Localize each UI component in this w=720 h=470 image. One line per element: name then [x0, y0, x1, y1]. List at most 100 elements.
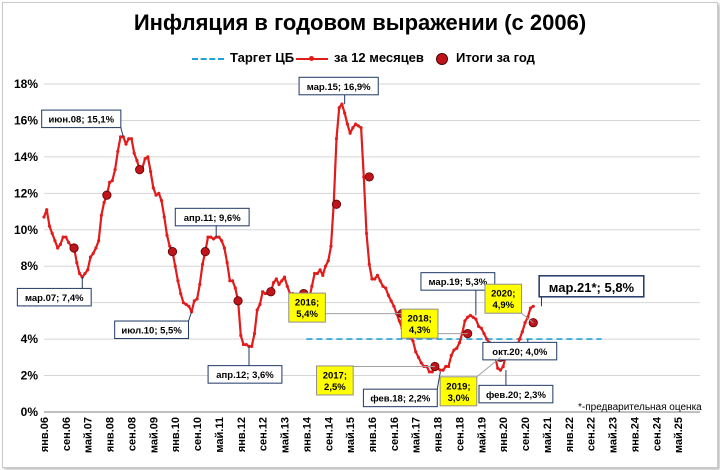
x-tick-label: сен.14: [323, 416, 335, 451]
monthly-point: [45, 208, 49, 212]
monthly-point: [416, 355, 421, 359]
monthly-point: [523, 321, 527, 325]
monthly-point: [323, 264, 328, 268]
callout-pointer: [521, 312, 534, 324]
yearly-point: [135, 165, 145, 175]
monthly-point: [362, 175, 366, 179]
callout-box: [420, 272, 496, 291]
monthly-point: [463, 319, 467, 323]
yearly-point: [200, 247, 210, 257]
y-tick-label: 0%: [21, 405, 39, 419]
y-tick-label: 12%: [14, 186, 38, 200]
monthly-point: [479, 326, 483, 330]
x-tick-label: янв.16: [367, 417, 379, 452]
monthly-point: [384, 286, 388, 290]
monthly-point: [449, 353, 453, 358]
dashed-line-icon: [192, 57, 224, 60]
monthly-point: [151, 186, 155, 190]
monthly-point: [217, 235, 221, 239]
monthly-point: [419, 361, 423, 365]
yearly-point: [102, 190, 112, 200]
x-tick-label: янв.06: [39, 417, 51, 452]
callout-box: [478, 384, 554, 404]
x-tick-label: май.21: [542, 417, 554, 453]
monthly-point: [263, 291, 267, 296]
monthly-point: [351, 126, 355, 130]
line-marker-icon: [296, 55, 328, 61]
monthly-point: [329, 244, 333, 248]
callout-label: 5,4%: [296, 309, 318, 320]
x-tick-label: янв.22: [564, 417, 576, 452]
legend-item-monthly: за 12 месяцев: [296, 50, 424, 65]
monthly-point: [378, 279, 382, 283]
x-tick-label: май.09: [148, 417, 160, 453]
monthly-point: [482, 332, 486, 336]
monthly-point: [528, 306, 533, 310]
monthly-point: [61, 235, 65, 239]
dot-marker-icon: [436, 52, 448, 65]
x-tick-label: май.15: [345, 417, 357, 453]
monthly-point: [200, 262, 205, 266]
monthly-point: [179, 291, 183, 296]
callout-box: [174, 207, 250, 227]
callout-pointer: [188, 311, 193, 322]
monthly-point: [430, 370, 434, 374]
monthly-point: [455, 346, 459, 350]
callout-label: окт.20; 4,0%: [492, 347, 548, 358]
monthly-point: [47, 224, 52, 228]
monthly-point: [252, 332, 257, 336]
monthly-point: [97, 239, 101, 243]
monthly-point: [321, 273, 325, 277]
monthly-point: [444, 364, 448, 369]
monthly-point: [53, 239, 57, 243]
monthly-point: [389, 299, 393, 303]
y-tick-label: 4%: [21, 332, 39, 346]
legend-monthly-label: за 12 месяцев: [334, 50, 424, 65]
yearly-point: [266, 287, 276, 297]
monthly-point: [67, 240, 71, 245]
monthly-point: [233, 286, 237, 290]
legend: Таргет ЦБ за 12 месяцев Итоги за год: [0, 50, 720, 70]
y-tick-label: 10%: [14, 223, 38, 237]
y-tick-label: 14%: [14, 150, 38, 164]
callout-label: 3,0%: [448, 393, 470, 404]
monthly-point: [397, 319, 401, 323]
monthly-point: [315, 271, 319, 276]
monthly-point: [375, 273, 380, 277]
callout-label: фев.18; 2,2%: [370, 394, 431, 405]
monthly-point: [498, 368, 503, 372]
monthly-point: [225, 260, 229, 265]
monthly-point: [239, 333, 243, 338]
callout-box: [538, 275, 645, 298]
monthly-point: [222, 246, 226, 250]
monthly-point: [427, 370, 431, 374]
x-tick-label: сен.12: [258, 417, 270, 451]
callout-label: мар.07; 7,4%: [25, 293, 84, 304]
x-tick-label: янв.20: [498, 417, 510, 452]
x-tick-label: сен.22: [586, 417, 598, 451]
monthly-point: [343, 111, 347, 115]
monthly-point: [531, 304, 535, 308]
monthly-point: [282, 275, 287, 279]
monthly-point: [318, 268, 322, 272]
monthly-point: [370, 277, 374, 281]
monthly-point: [466, 315, 470, 319]
monthly-point: [373, 277, 377, 281]
monthly-point: [326, 259, 330, 263]
callout-label: июл.10; 5,5%: [121, 326, 182, 337]
monthly-point: [354, 122, 358, 126]
x-tick-label: май.19: [476, 417, 488, 453]
footnote: *-предварительная оценка: [578, 402, 702, 413]
yearly-point: [331, 199, 342, 209]
monthly-point: [173, 264, 177, 268]
yearly-point: [69, 243, 79, 253]
y-tick-label: 16%: [14, 113, 38, 127]
monthly-point: [345, 122, 349, 126]
monthly-point: [132, 151, 136, 155]
callout-box: [207, 365, 283, 384]
monthly-point: [102, 200, 106, 205]
monthly-point: [162, 215, 166, 219]
monthly-point: [75, 260, 79, 265]
monthly-point: [165, 233, 169, 237]
monthly-point: [42, 215, 46, 219]
